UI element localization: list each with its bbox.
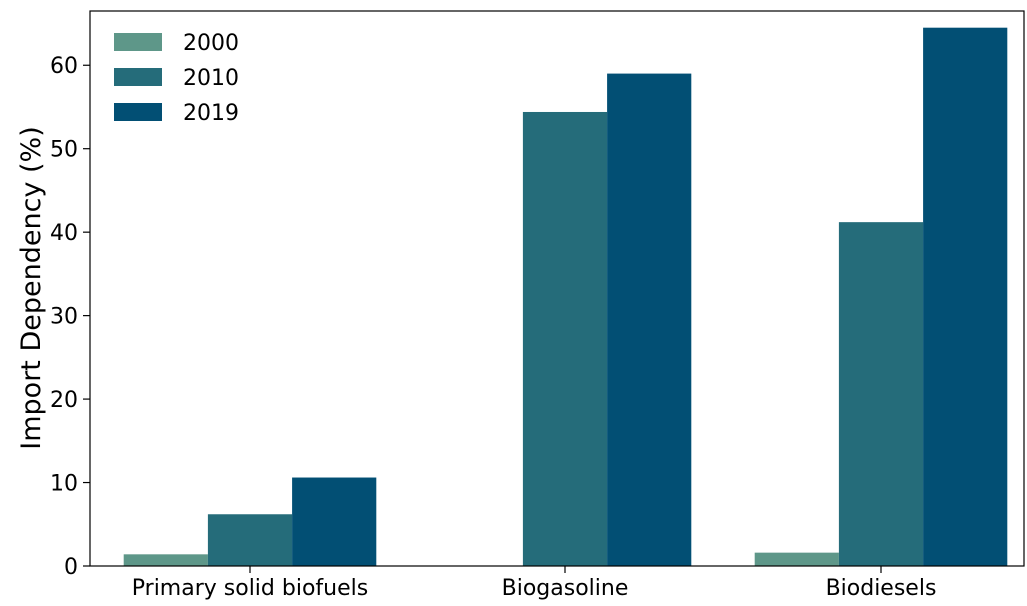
- y-axis-label: Import Dependency (%): [16, 126, 47, 449]
- y-tick-label: 50: [50, 138, 78, 163]
- legend-swatch-2010: [114, 68, 162, 86]
- legend-swatch-2000: [114, 33, 162, 51]
- legend: 2000 2010 2019: [114, 31, 239, 126]
- x-axis: Primary solid biofuels Biogasoline Biodies…: [132, 566, 937, 601]
- legend-label-2000: 2000: [183, 31, 239, 56]
- y-tick-label: 10: [50, 472, 78, 497]
- legend-label-2010: 2010: [183, 66, 239, 91]
- x-tick-label: Biogasoline: [502, 576, 629, 601]
- y-tick-label: 20: [50, 388, 78, 413]
- bar-2019-biogasoline: [607, 73, 692, 566]
- y-tick-label: 0: [64, 555, 78, 580]
- x-tick-label: Primary solid biofuels: [132, 576, 368, 601]
- bars-layer: [123, 27, 1008, 566]
- bar-2010-primary-solid-biofuels: [207, 514, 293, 566]
- y-tick-label: 40: [50, 221, 78, 246]
- legend-swatch-2019: [114, 103, 162, 121]
- bar-2000-primary-solid-biofuels: [123, 554, 208, 566]
- plot-frame: [89, 10, 1025, 567]
- legend-label-2019: 2019: [183, 101, 239, 126]
- bar-2019-biodiesels: [923, 27, 1008, 566]
- y-axis: 0 10 20 30 40 50 60: [50, 54, 90, 580]
- y-tick-label: 60: [50, 54, 78, 79]
- x-tick-label: Biodiesels: [826, 576, 937, 601]
- bar-2010-biodiesels: [838, 222, 924, 566]
- y-tick-label: 30: [50, 305, 78, 330]
- bar-2019-primary-solid-biofuels: [292, 477, 377, 566]
- bar-2010-biogasoline: [522, 111, 608, 566]
- bar-2000-biodiesels: [754, 552, 839, 566]
